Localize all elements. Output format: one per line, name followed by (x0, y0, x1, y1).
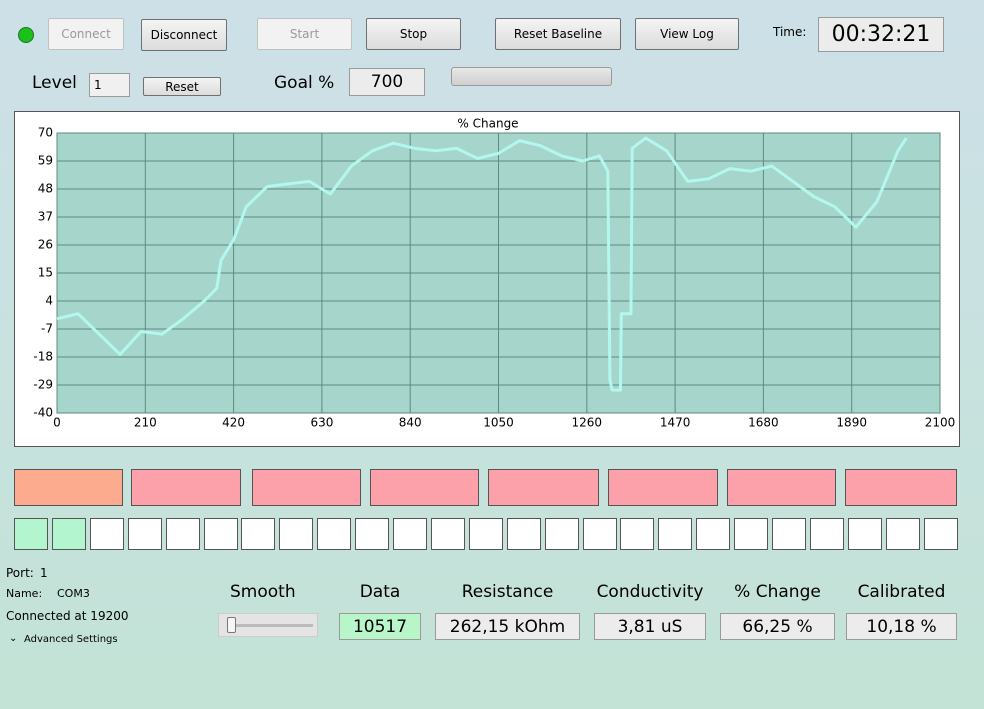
chart-title: % Change (457, 117, 518, 131)
indicator (727, 469, 836, 506)
smooth-slider[interactable] (218, 613, 318, 637)
readout-label: % Change (734, 582, 821, 602)
step-box (393, 518, 427, 550)
x-tick-label: 1050 (483, 416, 514, 430)
chart: % Change -40 -29 -18 -7 4 15 26 37 48 59 70 0 210 420… (14, 111, 960, 447)
chevron[interactable]: ⌄ (9, 633, 18, 644)
step-box (923, 518, 958, 550)
y-tick-label: -40 (33, 406, 53, 420)
y-tick-label: -7 (41, 322, 53, 336)
step-box (885, 518, 920, 550)
step-box (165, 518, 200, 550)
status-led (18, 27, 34, 43)
step-box (14, 518, 48, 550)
step-box (430, 518, 465, 550)
readout-label: Resistance (461, 582, 554, 602)
progress-bar (451, 67, 612, 86)
data-line (56, 136, 908, 392)
step-box (317, 518, 352, 550)
step-box (241, 518, 276, 550)
indicator (14, 469, 123, 506)
y-tick-label: -18 (33, 350, 53, 364)
goal-display: 700 (349, 68, 425, 96)
readout-value: 262,15 kOhm (435, 613, 580, 640)
indicator (252, 469, 361, 506)
step-box (203, 518, 238, 550)
indicator (845, 469, 957, 506)
name-value: COM3 (57, 587, 90, 600)
readout-label: Calibrated (857, 582, 946, 602)
readout-value: 3,81 uS (594, 613, 706, 640)
advanced-settings[interactable]: Advanced Settings (24, 634, 118, 645)
reset-baseline-button[interactable]: Reset Baseline (495, 18, 621, 50)
step-box (696, 518, 731, 550)
y-tick-label: 59 (38, 154, 53, 168)
start-button[interactable]: Start (257, 18, 352, 50)
readout-value: 10517 (339, 613, 421, 640)
readout-label: Data (359, 582, 401, 602)
indicator (370, 469, 479, 506)
step-box (279, 518, 314, 550)
y-tick-label: 48 (38, 182, 53, 196)
level-input[interactable]: 1 (89, 73, 130, 97)
x-tick-label: 0 (53, 416, 61, 430)
x-tick-label: 1260 (572, 416, 603, 430)
disconnect-button[interactable]: Disconnect (141, 19, 227, 51)
step-box (772, 518, 806, 550)
y-tick-label: 37 (38, 210, 53, 224)
y-tick-label: 15 (38, 266, 53, 280)
step-box (658, 518, 693, 550)
y-tick-label: 4 (45, 294, 53, 308)
x-tick-label: 630 (310, 416, 333, 430)
time-display: 00:32:21 (818, 17, 944, 52)
x-tick-label: 1470 (660, 416, 691, 430)
readout-value: 10,18 % (846, 613, 957, 640)
y-tick-label: 26 (38, 238, 53, 252)
name-label: Name: (6, 587, 43, 600)
port-label: Port: (6, 566, 34, 580)
y-tick-label: 70 (38, 126, 53, 140)
time-label: Time: (773, 25, 807, 39)
goal-label: Goal % (274, 73, 335, 93)
readout-value: 66,25 % (720, 613, 835, 640)
step-box (51, 518, 86, 550)
connected-text: Connected at 19200 (6, 609, 129, 623)
step-box (544, 518, 579, 550)
x-tick-label: 420 (222, 416, 245, 430)
stop-button[interactable]: Stop (366, 18, 461, 50)
step-box (582, 518, 617, 550)
smooth-label: Smooth (230, 582, 296, 602)
indicator (131, 469, 241, 506)
step-box (847, 518, 882, 550)
step-box (809, 518, 844, 550)
indicator (608, 469, 718, 506)
reset-button[interactable]: Reset (143, 77, 221, 96)
y-tick-label: -29 (33, 378, 53, 392)
step-box (620, 518, 655, 550)
x-tick-label: 2100 (925, 416, 956, 430)
readout-label: Conductivity (596, 582, 704, 602)
level-label: Level (32, 73, 77, 93)
step-box (734, 518, 769, 550)
x-tick-label: 210 (134, 416, 157, 430)
step-box (506, 518, 541, 550)
indicator (488, 469, 599, 506)
connect-button[interactable]: Connect (48, 18, 124, 50)
x-tick-label: 1680 (748, 416, 779, 430)
port-value: 1 (40, 566, 48, 580)
step-box (89, 518, 124, 550)
x-tick-label: 1890 (836, 416, 867, 430)
step-box (355, 518, 390, 550)
view-log-button[interactable]: View Log (635, 18, 739, 50)
step-box (127, 518, 162, 550)
x-tick-label: 840 (399, 416, 422, 430)
step-box (468, 518, 503, 550)
